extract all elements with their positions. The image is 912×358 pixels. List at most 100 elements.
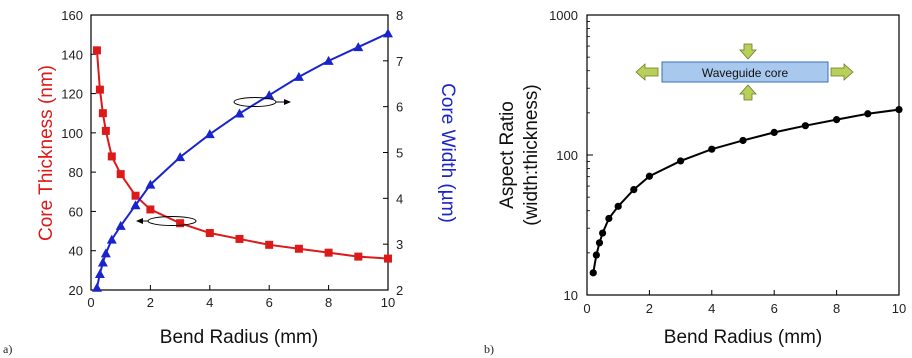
panel-a-right-tick-label: 8 [396,8,403,23]
panel-a-thickness-curve-marker [147,216,197,226]
aspect-ratio-line [592,108,900,274]
panel-b-x-tick-label: 4 [708,301,715,316]
panel-b-label: b) [484,342,494,356]
width-point [383,28,393,38]
panel-b-x-tick-label: 6 [771,301,778,316]
waveguide-core-box [661,61,829,83]
thickness-point [101,126,110,135]
width-point [106,234,117,244]
left-arrow-icon [635,63,659,81]
aspect-ratio-point [770,128,778,137]
width-point [175,152,186,162]
panel-a-right-y-ticks: 2 3 4 5 6 7 8 [383,8,403,298]
panel-a-x-tick-label: 0 [87,295,94,310]
aspect-ratio-point [599,229,607,237]
width-point [130,200,141,210]
panel-a-width-curve-marker [233,97,277,107]
panel-a-x-ticks: 0 2 4 6 8 10 [87,285,395,310]
panel-b-aspect-ratio-series [589,106,903,277]
panel-a-plot-frame [90,14,389,291]
panel-a-left-tick-label: 80 [69,165,83,180]
panel-b-x-ticks: 0 2 4 6 8 10 [583,290,906,316]
panel-a-left-y-axis-title: Core Thickness (nm) [36,65,57,241]
thickness-point [92,46,101,55]
width-point [204,129,215,139]
thickness-line [95,50,389,260]
panel-a-left-tick-label: 60 [69,204,83,219]
panel-a-x-tick-label: 4 [206,295,213,310]
thickness-point [116,170,125,179]
aspect-ratio-point [589,269,597,277]
width-point [353,42,364,52]
width-point [234,108,245,118]
width-point [91,282,102,292]
aspect-ratio-point [595,239,604,247]
thickness-point [324,248,333,257]
thickness-point [146,205,155,214]
panel-a-left-arrow-head [136,218,143,224]
panel-a-width-series [91,28,393,292]
down-arrow-icon [739,43,757,60]
up-arrow-icon [739,84,757,101]
width-point [94,268,105,278]
thickness-point [176,219,185,228]
panel-b-y-tick-label: 100 [556,148,578,163]
panel-a-left-tick-label: 160 [61,8,83,23]
panel-a-label: a) [3,342,12,356]
thickness-point [384,254,392,263]
aspect-ratio-point [592,251,600,259]
panel-a-x-tick-label: 10 [381,295,395,310]
panel-b-plot-frame [586,14,900,296]
panel-a-x-tick-label: 2 [147,295,154,310]
panel-b-x-tick-label: 8 [833,301,840,316]
thickness-point [354,252,363,261]
aspect-ratio-point [801,122,810,130]
panel-b-y-tick-label: 10 [564,288,578,303]
waveguide-core-label: Waveguide core [702,66,789,80]
thickness-point [131,191,140,200]
panel-a-right-tick-label: 5 [396,146,403,161]
width-point [323,55,334,65]
aspect-ratio-point [708,145,716,153]
aspect-ratio-point [677,157,685,165]
panel-b-x-tick-label: 0 [583,301,590,316]
panel-b: b) 0 2 4 6 8 10 10 100 1000 Bend Radius (mm) As… [484,8,906,356]
thickness-point [98,109,107,118]
thickness-point [205,229,214,238]
panel-b-y-axis-title-line2: (width:thickness) [521,84,542,226]
width-point [100,248,111,258]
panel-b-x-tick-label: 10 [892,301,906,316]
aspect-ratio-point [739,136,747,145]
aspect-ratio-point [833,116,841,124]
width-point [145,179,156,189]
aspect-ratio-point [895,106,903,114]
aspect-ratio-point [645,172,654,180]
panel-a-right-tick-label: 4 [396,191,403,206]
width-point [293,71,304,81]
panel-b-x-axis-title: Bend Radius (mm) [664,327,822,348]
width-point [264,90,275,100]
panel-b-x-tick-label: 2 [646,301,653,316]
panel-a-right-tick-label: 2 [396,283,403,298]
panel-a-right-arrow-head [284,99,291,105]
panel-a-right-tick-label: 6 [396,100,403,115]
width-point [97,257,108,267]
thickness-point [235,234,244,243]
panel-a-right-tick-label: 7 [396,54,403,69]
panel-b-y-ticks: 10 100 1000 [549,8,593,303]
panel-a-left-tick-label: 40 [69,244,83,259]
thickness-point [107,152,116,161]
panel-a-left-tick-label: 20 [69,283,83,298]
panel-a-left-tick-label: 100 [61,126,83,141]
aspect-ratio-point [864,110,872,118]
thickness-point [265,240,274,249]
panel-b-y-axis-title-line1: Aspect Ratio [497,101,518,209]
aspect-ratio-point [614,202,622,210]
panel-a-right-tick-label: 3 [396,237,403,252]
aspect-ratio-point [605,214,613,223]
aspect-ratio-point [630,186,638,194]
panel-a-thickness-series [92,46,392,263]
width-line [95,32,389,288]
